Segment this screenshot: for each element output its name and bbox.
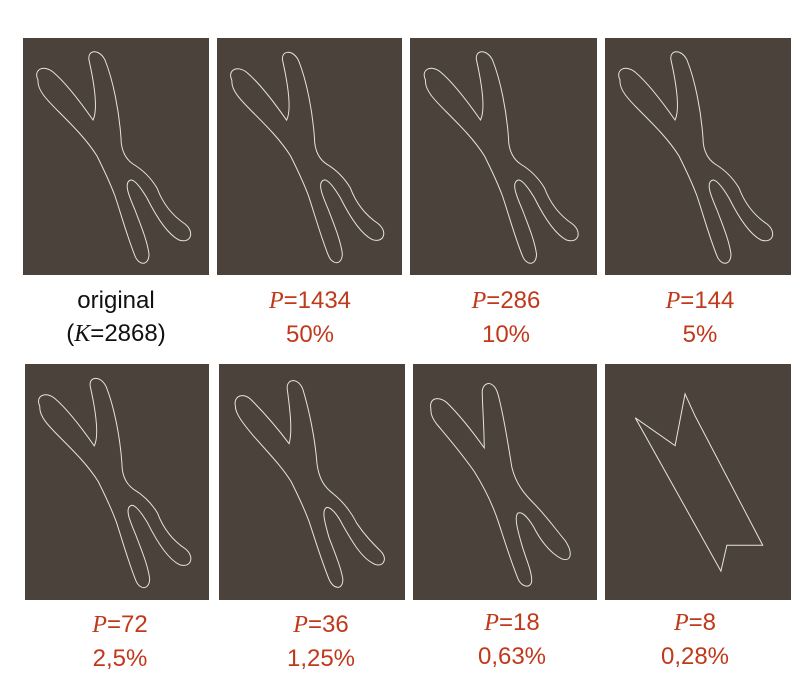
caption-p18: P=18 0,63% bbox=[412, 606, 612, 673]
caption-p1434-points: P=1434 bbox=[210, 284, 410, 318]
chromosome-contour-p8 bbox=[634, 392, 764, 573]
caption-p1434: P=1434 50% bbox=[210, 284, 410, 351]
caption-p144-percent: 5% bbox=[682, 321, 718, 348]
caption-var-p: P bbox=[92, 612, 107, 638]
caption-var-p: P bbox=[673, 610, 689, 636]
chromosome-contour-p144 bbox=[618, 51, 774, 264]
caption-p72-points: P=72 bbox=[20, 608, 220, 642]
caption-p286-points: P=286 bbox=[406, 284, 606, 318]
chromosome-panel-p286 bbox=[410, 38, 597, 275]
chromosome-contour-p286 bbox=[423, 51, 579, 264]
caption-p286-percent: 10% bbox=[481, 321, 531, 348]
caption-original-count: (K=2868) bbox=[16, 317, 216, 351]
caption-var-k: K bbox=[74, 321, 91, 347]
caption-var-p: P bbox=[293, 612, 308, 638]
caption-original: original (K=2868) bbox=[16, 284, 216, 351]
chromosome-contour-p36 bbox=[234, 380, 385, 588]
caption-paren-open: ( bbox=[66, 320, 75, 347]
caption-p144-points: P=144 bbox=[600, 284, 800, 318]
caption-p-value: =18 bbox=[498, 609, 540, 636]
caption-p-value: =1434 bbox=[283, 287, 352, 314]
caption-p72: P=72 2,5% bbox=[20, 608, 220, 675]
caption-paren-close: ) bbox=[157, 320, 166, 347]
caption-p18-points: P=18 bbox=[412, 606, 612, 640]
caption-p-value: =36 bbox=[307, 611, 349, 638]
caption-p286: P=286 10% bbox=[406, 284, 606, 351]
chromosome-contour-original bbox=[36, 51, 192, 264]
chromosome-contour-p1434 bbox=[230, 51, 385, 264]
caption-p-value: =144 bbox=[680, 287, 735, 314]
caption-var-p: P bbox=[268, 288, 284, 314]
chromosome-panel-p8 bbox=[605, 364, 791, 600]
chromosome-panel-p1434 bbox=[217, 38, 402, 275]
caption-p-value: =72 bbox=[106, 611, 148, 638]
chromosome-panel-original bbox=[23, 38, 209, 275]
caption-p-value: =286 bbox=[486, 287, 541, 314]
caption-var-p: P bbox=[471, 288, 487, 314]
caption-p144: P=144 5% bbox=[600, 284, 800, 351]
caption-var-p: P bbox=[665, 288, 681, 314]
caption-p8: P=8 0,28% bbox=[595, 606, 795, 673]
chromosome-panel-p144 bbox=[605, 38, 791, 275]
chromosome-panel-p18 bbox=[413, 364, 597, 600]
caption-p72-percent: 2,5% bbox=[92, 645, 148, 672]
caption-p18-percent: 0,63% bbox=[477, 643, 547, 670]
caption-p-value: =8 bbox=[688, 609, 717, 636]
caption-p1434-percent: 50% bbox=[285, 321, 335, 348]
caption-p36-points: P=36 bbox=[221, 608, 421, 642]
caption-original-label: original bbox=[77, 287, 155, 314]
chromosome-contour-p72 bbox=[38, 377, 192, 589]
chromosome-panel-p72 bbox=[25, 364, 209, 600]
caption-p8-points: P=8 bbox=[595, 606, 795, 640]
caption-p36: P=36 1,25% bbox=[221, 608, 421, 675]
chromosome-contour-p18 bbox=[430, 383, 571, 587]
caption-p36-percent: 1,25% bbox=[286, 645, 356, 672]
caption-k-value: =2868 bbox=[90, 320, 158, 347]
caption-var-p: P bbox=[484, 610, 499, 636]
caption-p8-percent: 0,28% bbox=[660, 643, 730, 670]
chromosome-panel-p36 bbox=[219, 364, 405, 600]
